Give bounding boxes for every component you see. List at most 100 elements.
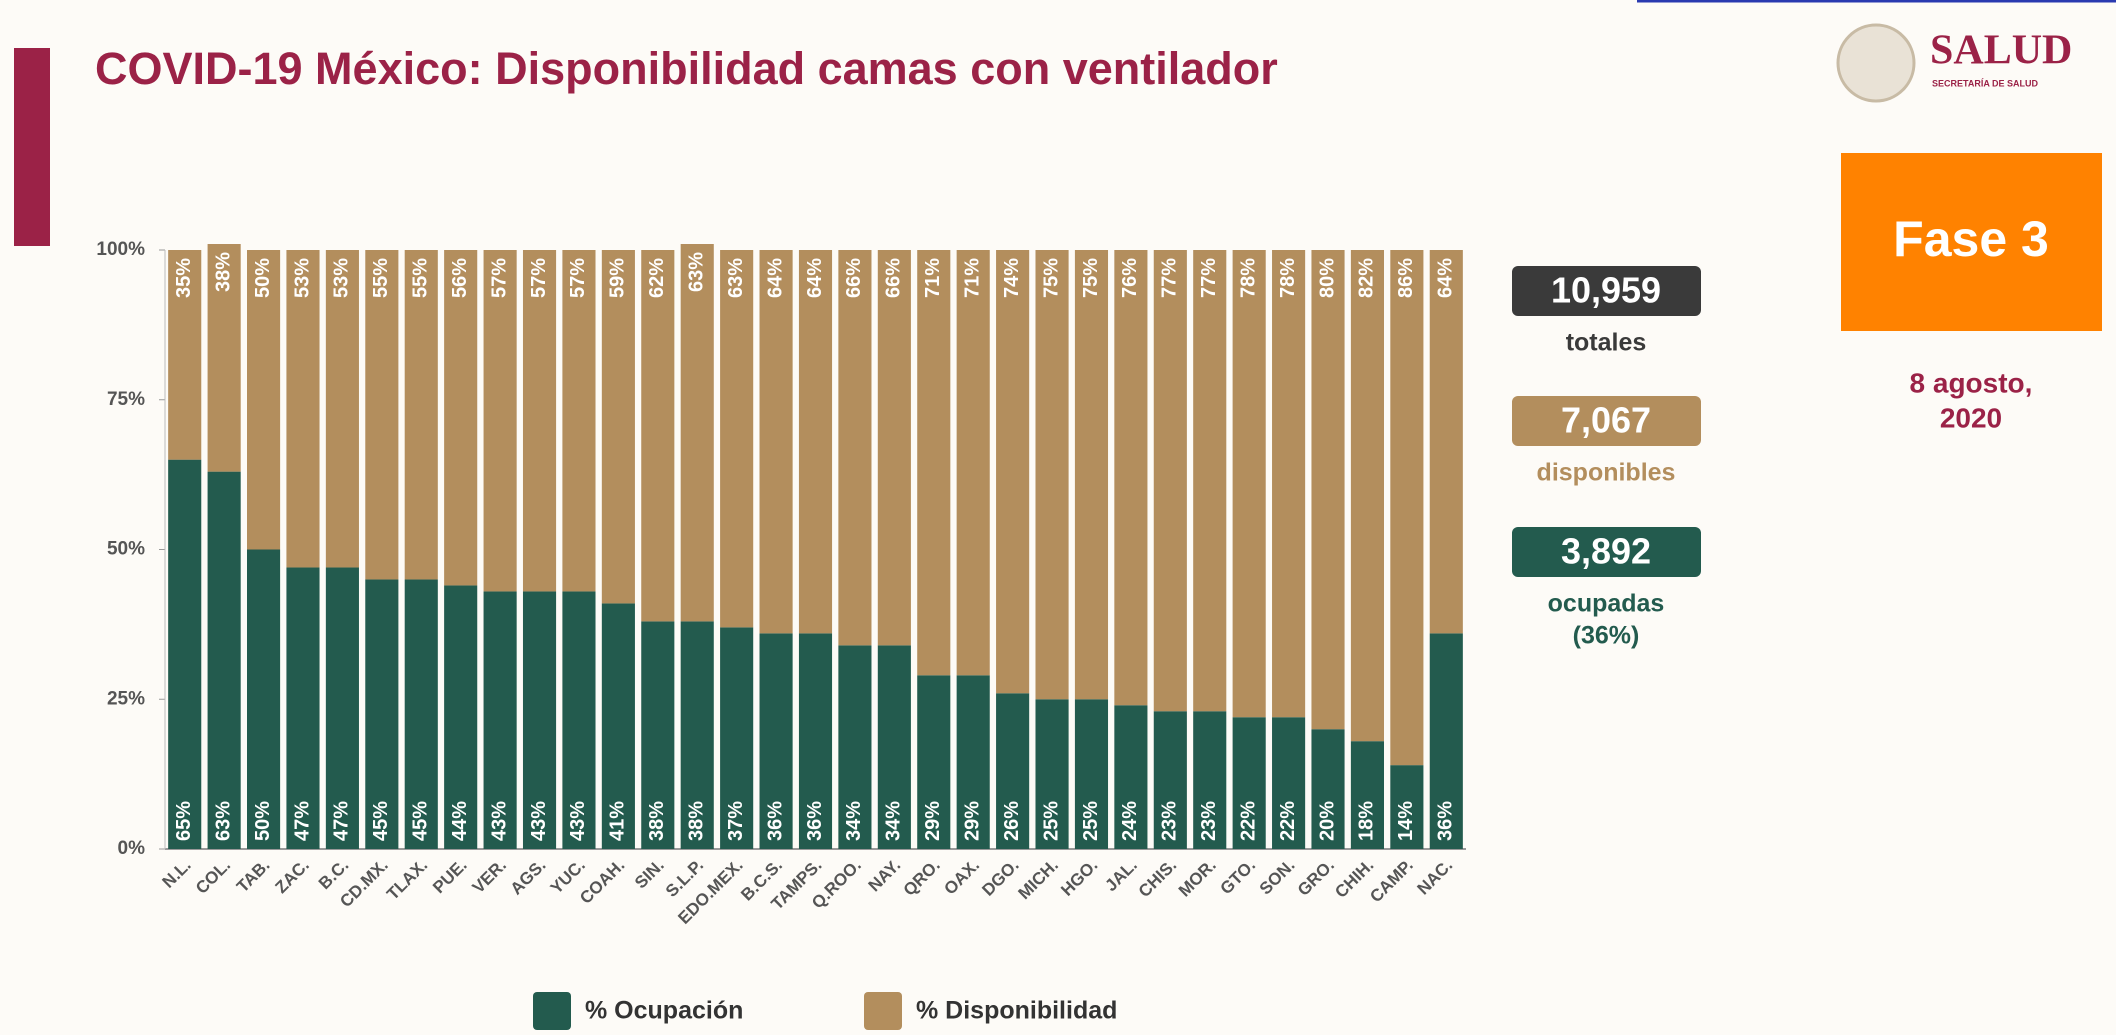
page: COVID-19 México: Disponibilidad camas co… [0, 0, 2116, 1035]
value-label: 64% [804, 258, 826, 298]
bar-segment [602, 250, 635, 603]
value-label: 23% [1159, 801, 1181, 841]
value-label: 23% [1198, 801, 1220, 841]
value-label: 86% [1395, 258, 1417, 298]
value-label: 66% [843, 258, 865, 298]
chart-title: COVID-19 México: Disponibilidad camas co… [95, 43, 1278, 94]
value-label: 63% [686, 252, 708, 292]
value-label: 38% [646, 801, 668, 841]
bar-segment [1430, 250, 1463, 633]
value-label: 36% [804, 801, 826, 841]
value-label: 77% [1198, 258, 1220, 298]
value-label: 37% [725, 801, 747, 841]
value-label: 45% [410, 801, 432, 841]
value-label: 82% [1356, 258, 1378, 298]
value-label: 47% [331, 801, 353, 841]
value-label: 63% [212, 801, 234, 841]
value-label: 29% [961, 801, 983, 841]
bar-segment [562, 250, 595, 591]
bar-segment [1193, 250, 1226, 711]
value-label: 22% [1277, 801, 1299, 841]
value-label: 53% [331, 258, 353, 298]
logo-subtitle: SECRETARÍA DE SALUD [1932, 78, 2039, 88]
bar-segment [1351, 250, 1384, 741]
value-label: 75% [1040, 258, 1062, 298]
value-label: 14% [1395, 801, 1417, 841]
value-label: 77% [1159, 258, 1181, 298]
value-label: 34% [843, 801, 865, 841]
summary-label: disponibles [1537, 459, 1676, 487]
y-tick-label: 50% [107, 539, 145, 560]
value-label: 76% [1119, 258, 1141, 298]
value-label: 78% [1277, 258, 1299, 298]
bar-segment [760, 250, 793, 633]
value-label: 38% [686, 801, 708, 841]
value-label: 74% [1001, 258, 1023, 298]
bar-segment [641, 250, 674, 621]
value-label: 36% [764, 801, 786, 841]
logo-text: SALUD [1930, 28, 2072, 74]
value-label: 71% [922, 258, 944, 298]
y-tick-label: 100% [96, 239, 145, 260]
date-line: 2020 [1940, 402, 2002, 433]
value-label: 43% [488, 801, 510, 841]
legend-swatch [533, 992, 571, 1030]
value-label: 22% [1237, 801, 1259, 841]
bar-segment [799, 250, 832, 633]
phase-label: Fase 3 [1893, 211, 2049, 267]
bar-segment [1390, 250, 1423, 765]
bar-segment [444, 250, 477, 585]
summary-label: (36%) [1573, 622, 1640, 650]
bar-segment [1311, 250, 1344, 729]
value-label: 18% [1356, 801, 1378, 841]
bar-segment [1154, 250, 1187, 711]
date-line: 8 agosto, [1910, 367, 2033, 398]
value-label: 43% [528, 801, 550, 841]
bar-segment [405, 250, 438, 579]
legend-label: % Ocupación [585, 997, 743, 1025]
legend-label: % Disponibilidad [916, 997, 1117, 1025]
value-label: 50% [252, 801, 274, 841]
bar-segment [484, 250, 517, 591]
y-tick-label: 25% [107, 688, 145, 709]
value-label: 65% [173, 801, 195, 841]
value-label: 57% [528, 258, 550, 298]
value-label: 55% [410, 258, 432, 298]
value-label: 47% [291, 801, 313, 841]
value-label: 20% [1316, 801, 1338, 841]
bar-segment [1272, 250, 1305, 717]
value-label: 34% [883, 801, 905, 841]
value-label: 75% [1080, 258, 1102, 298]
value-label: 64% [1435, 258, 1457, 298]
value-label: 71% [961, 258, 983, 298]
bar-segment [1114, 250, 1147, 705]
value-label: 29% [922, 801, 944, 841]
bar-segment [1035, 250, 1068, 699]
bar-segment [523, 250, 556, 591]
bar-segment [917, 250, 950, 675]
value-label: 43% [567, 801, 589, 841]
value-label: 26% [1001, 801, 1023, 841]
bar-segment [720, 250, 753, 627]
bar-segment [365, 250, 398, 579]
summary-value: 10,959 [1551, 270, 1661, 311]
value-label: 38% [212, 252, 234, 292]
summary-value: 3,892 [1561, 531, 1651, 572]
bar-segment [1233, 250, 1266, 717]
bar-segment [957, 250, 990, 675]
value-label: 41% [607, 801, 629, 841]
value-label: 57% [567, 258, 589, 298]
bar-segment [168, 460, 201, 849]
bar-segment [208, 472, 241, 849]
value-label: 24% [1119, 801, 1141, 841]
side-accent [14, 48, 50, 246]
slide: COVID-19 México: Disponibilidad camas co… [0, 0, 2116, 1035]
value-label: 36% [1435, 801, 1457, 841]
value-label: 63% [725, 258, 747, 298]
value-label: 56% [449, 258, 471, 298]
value-label: 66% [883, 258, 905, 298]
value-label: 59% [607, 258, 629, 298]
value-label: 62% [646, 258, 668, 298]
legend-swatch [864, 992, 902, 1030]
summary-label: ocupadas [1548, 590, 1665, 618]
